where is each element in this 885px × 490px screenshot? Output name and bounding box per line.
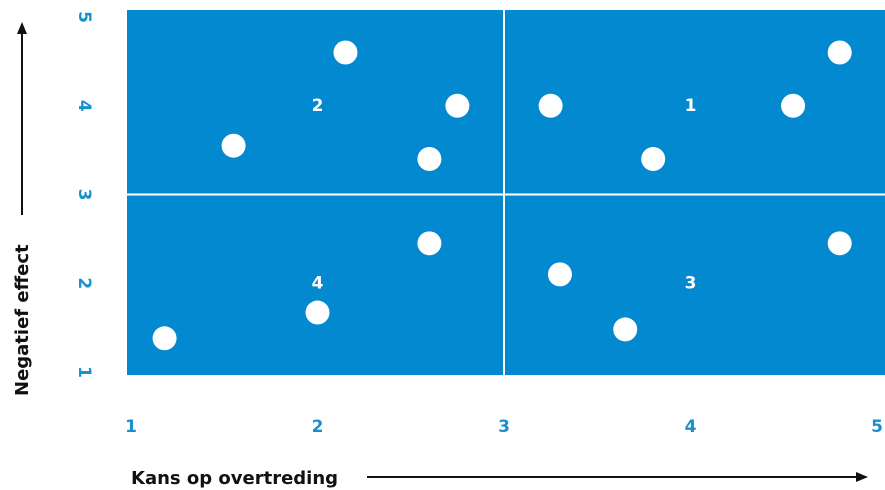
data-point-9 [152,326,177,351]
quadrant-label-4: 4 [312,273,324,293]
data-point-3 [445,93,470,118]
y-tick-label: 5 [74,11,94,23]
data-point-2 [221,133,246,158]
data-point-14 [827,231,852,256]
quadrant-labels: 1 2 3 4 [312,96,697,294]
x-axis-title: Kans op overtreding [131,468,338,489]
x-tick-label: 3 [498,417,510,437]
x-tick-label: 2 [312,417,324,437]
x-axis-ticks: 1 2 3 4 5 [125,417,883,437]
y-tick-label: 1 [74,366,94,378]
plot-area [127,10,885,375]
quadrant-label-3: 3 [685,273,697,293]
x-tick-label: 1 [125,417,137,437]
data-point-5 [538,93,563,118]
y-axis-ticks: 1 2 3 4 5 [74,11,94,378]
quadrant-label-2: 2 [312,96,324,116]
data-point-4 [417,147,442,171]
data-point-7 [781,93,806,118]
data-point-13 [613,317,638,342]
x-tick-label: 5 [871,417,883,437]
data-point-6 [641,147,666,171]
data-point-12 [547,262,572,287]
quadrant-label-1: 1 [685,96,697,116]
data-points [152,40,852,351]
y-tick-label: 2 [74,277,94,289]
data-point-8 [827,40,852,65]
y-tick-label: 3 [74,189,94,201]
data-point-11 [417,231,442,256]
y-axis-title: Negatief effect [12,244,33,396]
x-tick-label: 4 [685,417,697,437]
y-tick-label: 4 [74,100,94,112]
data-point-1 [333,40,358,65]
data-point-10 [305,300,330,325]
quadrant-dividers [127,10,885,375]
